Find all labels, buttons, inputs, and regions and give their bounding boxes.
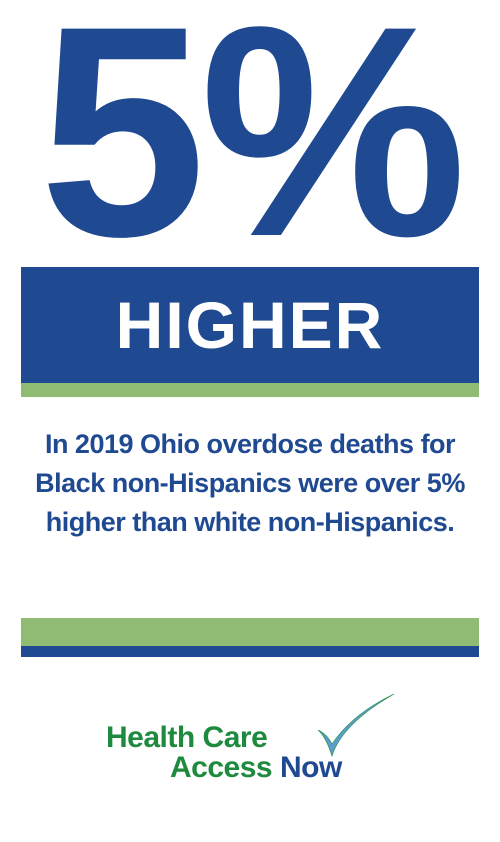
health-care-access-now-logo: Health Care Access Now bbox=[100, 690, 400, 790]
logo-letter-n: N bbox=[279, 751, 302, 784]
description-text: In 2019 Ohio overdose deaths for Black n… bbox=[35, 429, 465, 537]
logo-letter-c: C bbox=[202, 721, 225, 754]
logo-word-care: Care bbox=[203, 721, 268, 754]
logo-word-now: Now bbox=[280, 751, 342, 784]
checkmark-icon bbox=[317, 693, 395, 757]
logo-word-access: Access bbox=[170, 751, 273, 784]
blue-divider-bottom bbox=[21, 646, 479, 657]
logo-word-now-rest: ow bbox=[301, 751, 342, 784]
logo-letter-a: A bbox=[170, 751, 192, 784]
higher-banner: HIGHER bbox=[21, 267, 479, 383]
logo-line-1: Health Care bbox=[106, 721, 268, 755]
logo-word-health: Health bbox=[106, 721, 195, 754]
green-divider-bottom bbox=[21, 618, 479, 646]
logo-line-2: Access Now bbox=[170, 751, 342, 785]
green-divider-top bbox=[21, 383, 479, 397]
logo-word-care-rest: are bbox=[223, 721, 268, 754]
stat-label: HIGHER bbox=[115, 288, 385, 362]
logo-word-access-rest: ccess bbox=[191, 751, 273, 784]
stat-value: 5% bbox=[39, 0, 467, 299]
